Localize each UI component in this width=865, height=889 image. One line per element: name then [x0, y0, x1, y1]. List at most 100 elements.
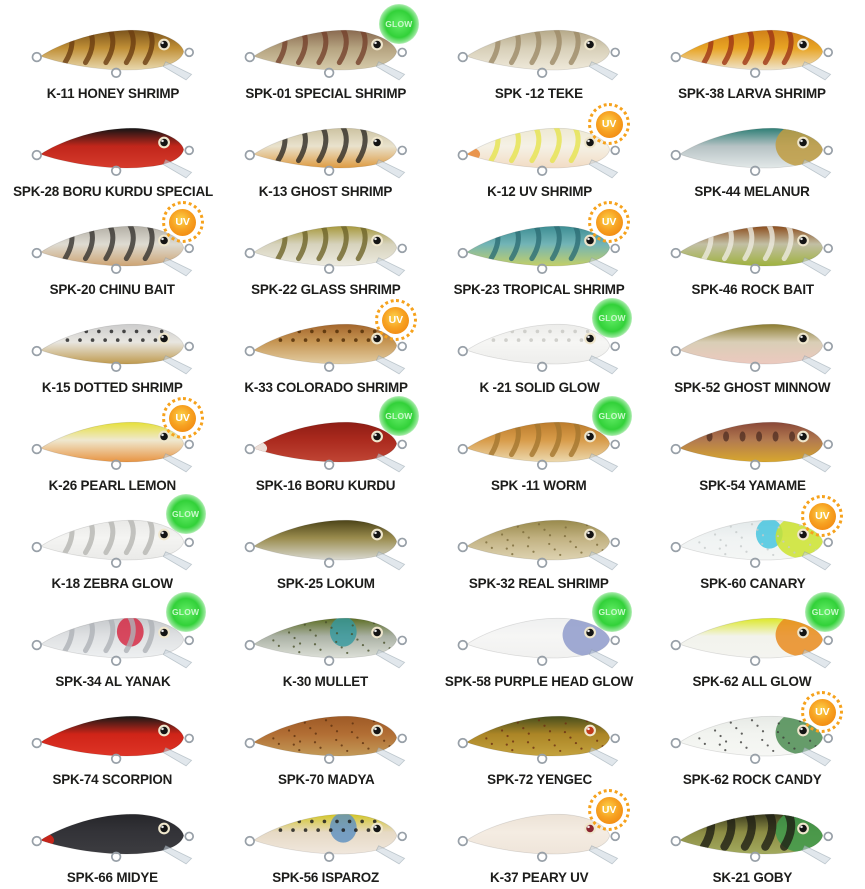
- belly-ring: [323, 165, 335, 177]
- lure-lip: [802, 747, 832, 767]
- belly-ring: [110, 459, 121, 471]
- tail-ring: [244, 150, 255, 161]
- tail-ring: [244, 836, 255, 847]
- lure-svg: [244, 814, 407, 865]
- lure-lip: [588, 845, 619, 865]
- product-card[interactable]: UV K-12 UV SHRIMP: [433, 103, 646, 201]
- product-card[interactable]: UV K-33 COLORADO SHRIMP: [219, 299, 432, 397]
- product-card[interactable]: SPK -12 TEKE: [433, 5, 646, 103]
- product-card[interactable]: SPK-44 MELANUR: [646, 103, 859, 201]
- lure-svg: [670, 618, 834, 669]
- lure-svg: [244, 618, 407, 669]
- product-label: K -21 SOLID GLOW: [479, 379, 600, 396]
- product-card[interactable]: SPK-54 YAMAME: [646, 397, 859, 495]
- lure-lip: [162, 257, 192, 277]
- tail-ring: [457, 150, 469, 161]
- lure-lip: [802, 257, 832, 277]
- uv-sun-badge: UV: [801, 691, 844, 734]
- product-card[interactable]: SPK-74 SCORPION: [6, 691, 219, 789]
- belly-ring: [110, 263, 121, 275]
- product-card[interactable]: GLOW SPK-62 ALL GLOW: [646, 592, 859, 691]
- product-label: SPK-34 AL YANAK: [55, 673, 171, 690]
- lure-image: GLOW: [235, 396, 419, 477]
- nose-ring: [184, 47, 194, 58]
- nose-ring: [823, 635, 834, 646]
- belly-ring: [110, 557, 121, 569]
- product-card[interactable]: GLOW K-18 ZEBRA GLOW: [6, 494, 219, 593]
- product-label: SPK-60 CANARY: [699, 575, 806, 592]
- product-card[interactable]: GLOW SPK-58 PURPLE HEAD GLOW: [433, 592, 646, 691]
- belly-ring: [323, 361, 335, 373]
- product-card[interactable]: GLOW K -21 SOLID GLOW: [433, 298, 646, 397]
- product-card[interactable]: UV SPK-62 ROCK CANDY: [646, 691, 859, 789]
- tail-ring: [244, 248, 255, 259]
- product-card[interactable]: SPK-46 ROCK BAIT: [646, 201, 859, 299]
- product-card[interactable]: SPK-28 BORU KURDU SPECIAL: [6, 103, 219, 201]
- product-card[interactable]: SPK-66 MIDYE: [6, 789, 219, 887]
- tail-ring: [457, 248, 469, 259]
- product-card[interactable]: UV SPK-20 CHINU BAIT: [6, 201, 219, 299]
- product-card[interactable]: K-30 MULLET: [219, 593, 432, 691]
- tail-ring: [244, 738, 255, 749]
- tail-ring: [670, 346, 682, 357]
- product-card[interactable]: GLOW SPK -11 WORM: [433, 396, 646, 495]
- product-card[interactable]: SPK-32 REAL SHRIMP: [433, 495, 646, 593]
- lure-image: [661, 113, 843, 183]
- lure-lip: [588, 61, 619, 81]
- tail-ring: [457, 738, 469, 749]
- product-card[interactable]: K-13 GHOST SHRIMP: [219, 103, 432, 201]
- lure-image: [235, 211, 417, 281]
- product-label: SPK-20 CHINU BAIT: [50, 281, 176, 298]
- glow-badge: GLOW: [165, 494, 206, 535]
- product-label: SPK-62 ALL GLOW: [692, 673, 812, 690]
- product-card[interactable]: GLOW SPK-16 BORU KURDU: [219, 396, 432, 495]
- lure-image: GLOW: [661, 592, 846, 673]
- product-card[interactable]: K-11 HONEY SHRIMP: [6, 5, 219, 103]
- lure-svg: [457, 814, 621, 865]
- product-card[interactable]: SPK-25 LOKUM: [219, 495, 432, 593]
- product-card[interactable]: K-15 DOTTED SHRIMP: [6, 299, 219, 397]
- lure-lip: [588, 257, 619, 277]
- tail-ring: [457, 542, 469, 553]
- lure-lip: [375, 649, 406, 669]
- product-card[interactable]: SK-21 GOBY: [646, 789, 859, 887]
- belly-ring: [323, 263, 335, 275]
- glow-badge: GLOW: [165, 592, 206, 633]
- belly-ring: [750, 165, 761, 177]
- product-label: SPK-32 REAL SHRIMP: [469, 575, 609, 592]
- nose-ring: [184, 537, 194, 548]
- product-card[interactable]: GLOW SPK-34 AL YANAK: [6, 592, 219, 691]
- product-label: SPK-52 GHOST MINNOW: [674, 379, 831, 396]
- product-card[interactable]: SPK-52 GHOST MINNOW: [646, 299, 859, 397]
- product-label: SPK-28 BORU KURDU SPECIAL: [12, 183, 213, 200]
- nose-ring: [397, 733, 407, 744]
- lure-svg: [457, 422, 621, 473]
- nose-ring: [823, 341, 834, 352]
- lure-lip: [802, 453, 832, 473]
- product-card[interactable]: GLOW SPK-01 SPECIAL SHRIMP: [219, 4, 432, 103]
- product-card[interactable]: UV K-37 PEARY UV: [433, 789, 646, 887]
- product-card[interactable]: SPK-72 YENGEC: [433, 691, 646, 789]
- nose-ring: [184, 341, 194, 352]
- product-card[interactable]: SPK-38 LARVA SHRIMP: [646, 5, 859, 103]
- lure-lip: [162, 649, 192, 669]
- lure-svg: [31, 814, 194, 865]
- product-label: SPK-25 LOKUM: [276, 575, 375, 592]
- nose-ring: [184, 145, 194, 156]
- product-card[interactable]: UV SPK-60 CANARY: [646, 495, 859, 593]
- product-card[interactable]: SPK-22 GLASS SHRIMP: [219, 201, 432, 299]
- belly-ring: [110, 361, 121, 373]
- product-label: K-12 UV SHRIMP: [486, 183, 592, 200]
- uv-sun-badge: UV: [801, 495, 844, 538]
- lure-lip: [162, 747, 192, 767]
- tail-ring: [670, 542, 682, 553]
- tail-ring: [31, 542, 42, 553]
- product-card[interactable]: UV K-26 PEARL LEMON: [6, 397, 219, 495]
- belly-ring: [537, 557, 548, 569]
- product-label: SPK-01 SPECIAL SHRIMP: [245, 85, 407, 102]
- lure-svg: [670, 716, 834, 767]
- product-card[interactable]: UV SPK-23 TROPICAL SHRIMP: [433, 201, 646, 299]
- product-card[interactable]: SPK-70 MADYA: [219, 691, 432, 789]
- product-card[interactable]: SPK-56 ISPAROZ: [219, 789, 432, 887]
